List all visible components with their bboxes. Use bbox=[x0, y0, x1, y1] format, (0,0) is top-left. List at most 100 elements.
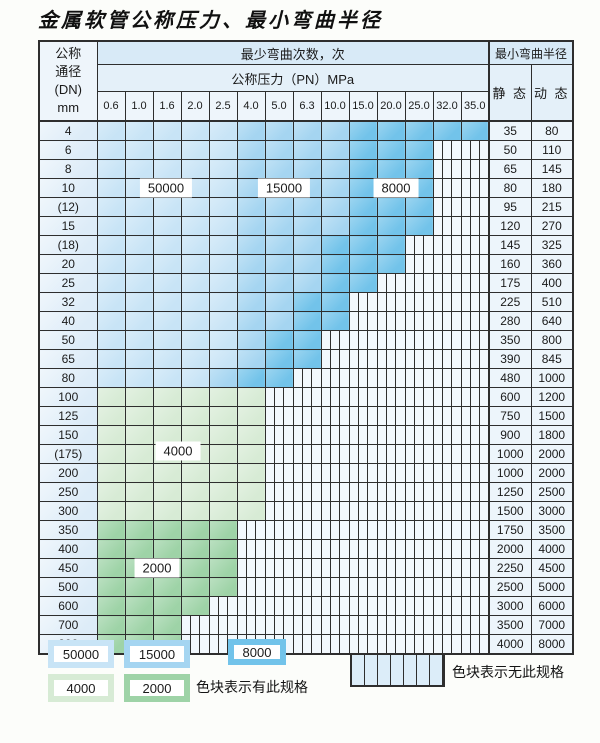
spec-cell bbox=[208, 197, 238, 217]
spec-cell bbox=[180, 501, 210, 521]
spec-cell bbox=[320, 273, 350, 293]
spec-cell bbox=[208, 463, 238, 483]
no-spec-cell bbox=[376, 349, 406, 369]
spec-cell bbox=[208, 311, 238, 331]
static-cell: 50 bbox=[488, 140, 532, 160]
spec-cell bbox=[208, 330, 238, 350]
spec-cell bbox=[236, 197, 266, 217]
spec-cell bbox=[180, 140, 210, 160]
spec-cell bbox=[152, 577, 182, 597]
dynamic-cell: 1200 bbox=[530, 387, 574, 407]
spec-cell bbox=[208, 387, 238, 407]
spec-cell bbox=[292, 254, 322, 274]
spec-cell bbox=[180, 273, 210, 293]
no-spec-cell bbox=[292, 634, 322, 655]
dn-cell: 20 bbox=[38, 254, 98, 274]
spec-cell bbox=[96, 577, 126, 597]
no-spec-cell bbox=[460, 292, 490, 312]
static-cell: 175 bbox=[488, 273, 532, 293]
dn-cell: 125 bbox=[38, 406, 98, 426]
no-spec-cell bbox=[320, 577, 350, 597]
table-row: 125 750 1500 bbox=[38, 406, 574, 426]
spec-cell bbox=[124, 197, 154, 217]
region-count-label: 8000 bbox=[373, 178, 419, 198]
no-spec-cell bbox=[404, 520, 434, 540]
no-spec-cell bbox=[264, 577, 294, 597]
no-spec-cell bbox=[348, 292, 378, 312]
spec-cell bbox=[264, 292, 294, 312]
no-spec-cell bbox=[264, 482, 294, 502]
no-spec-cell bbox=[320, 444, 350, 464]
spec-cell bbox=[348, 140, 378, 160]
table-row: 150 900 1800 bbox=[38, 425, 574, 445]
spec-cell bbox=[152, 615, 182, 635]
no-spec-cell bbox=[264, 615, 294, 635]
dn-header-line: (DN) bbox=[54, 82, 82, 97]
static-cell: 280 bbox=[488, 311, 532, 331]
no-spec-cell bbox=[460, 520, 490, 540]
dynamic-cell: 2500 bbox=[530, 482, 574, 502]
spec-cell bbox=[96, 235, 126, 255]
spec-cell bbox=[208, 292, 238, 312]
legend-swatch-label: 50000 bbox=[62, 646, 100, 662]
no-spec-cell bbox=[432, 254, 462, 274]
static-cell: 1000 bbox=[488, 444, 532, 464]
no-spec-cell bbox=[460, 425, 490, 445]
spec-cell bbox=[180, 406, 210, 426]
spec-cell bbox=[96, 368, 126, 388]
spec-cell bbox=[348, 197, 378, 217]
no-spec-cell bbox=[320, 368, 350, 388]
spec-cell bbox=[236, 368, 266, 388]
spec-cell bbox=[124, 292, 154, 312]
no-spec-cell bbox=[460, 254, 490, 274]
spec-cell bbox=[376, 140, 406, 160]
legend-has-spec-text: 色块表示有此规格 bbox=[196, 679, 308, 695]
no-spec-cell bbox=[432, 425, 462, 445]
no-spec-cell bbox=[404, 406, 434, 426]
no-spec-cell bbox=[460, 463, 490, 483]
spec-cell bbox=[236, 482, 266, 502]
spec-cell bbox=[320, 216, 350, 236]
table-row: 600 3000 6000 bbox=[38, 596, 574, 616]
no-spec-cell bbox=[320, 406, 350, 426]
no-spec-cell bbox=[404, 349, 434, 369]
legend-swatch-50000: 50000 bbox=[48, 640, 114, 668]
no-spec-cell bbox=[292, 596, 322, 616]
spec-cell bbox=[292, 216, 322, 236]
spec-cell bbox=[152, 254, 182, 274]
no-spec-cell bbox=[432, 634, 462, 655]
static-cell: 2250 bbox=[488, 558, 532, 578]
no-spec-cell bbox=[292, 615, 322, 635]
spec-cell bbox=[180, 463, 210, 483]
dynamic-header: 动 态 bbox=[530, 64, 574, 122]
spec-cell bbox=[124, 539, 154, 559]
spec-cell bbox=[376, 120, 406, 141]
page-title: 金属软管公称压力、最小弯曲半径 bbox=[38, 10, 383, 32]
spec-cell bbox=[180, 539, 210, 559]
static-cell: 750 bbox=[488, 406, 532, 426]
spec-cell bbox=[96, 120, 126, 141]
spec-cell bbox=[208, 140, 238, 160]
no-spec-cell bbox=[376, 273, 406, 293]
spec-cell bbox=[96, 501, 126, 521]
spec-cell bbox=[208, 216, 238, 236]
spec-cell bbox=[264, 330, 294, 350]
spec-cell bbox=[96, 140, 126, 160]
no-spec-cell bbox=[376, 558, 406, 578]
no-spec-cell bbox=[292, 501, 322, 521]
dn-cell: (175) bbox=[38, 444, 98, 464]
spec-cell bbox=[208, 368, 238, 388]
no-spec-cell bbox=[376, 615, 406, 635]
dn-cell: 150 bbox=[38, 425, 98, 445]
spec-cell bbox=[96, 425, 126, 445]
spec-cell bbox=[348, 273, 378, 293]
no-spec-cell bbox=[292, 463, 322, 483]
spec-cell bbox=[348, 235, 378, 255]
spec-cell bbox=[348, 159, 378, 179]
spec-cell bbox=[320, 311, 350, 331]
spec-cell bbox=[292, 120, 322, 141]
no-spec-cell bbox=[404, 463, 434, 483]
spec-cell bbox=[96, 558, 126, 578]
no-spec-cell bbox=[348, 425, 378, 445]
spec-cell bbox=[152, 330, 182, 350]
